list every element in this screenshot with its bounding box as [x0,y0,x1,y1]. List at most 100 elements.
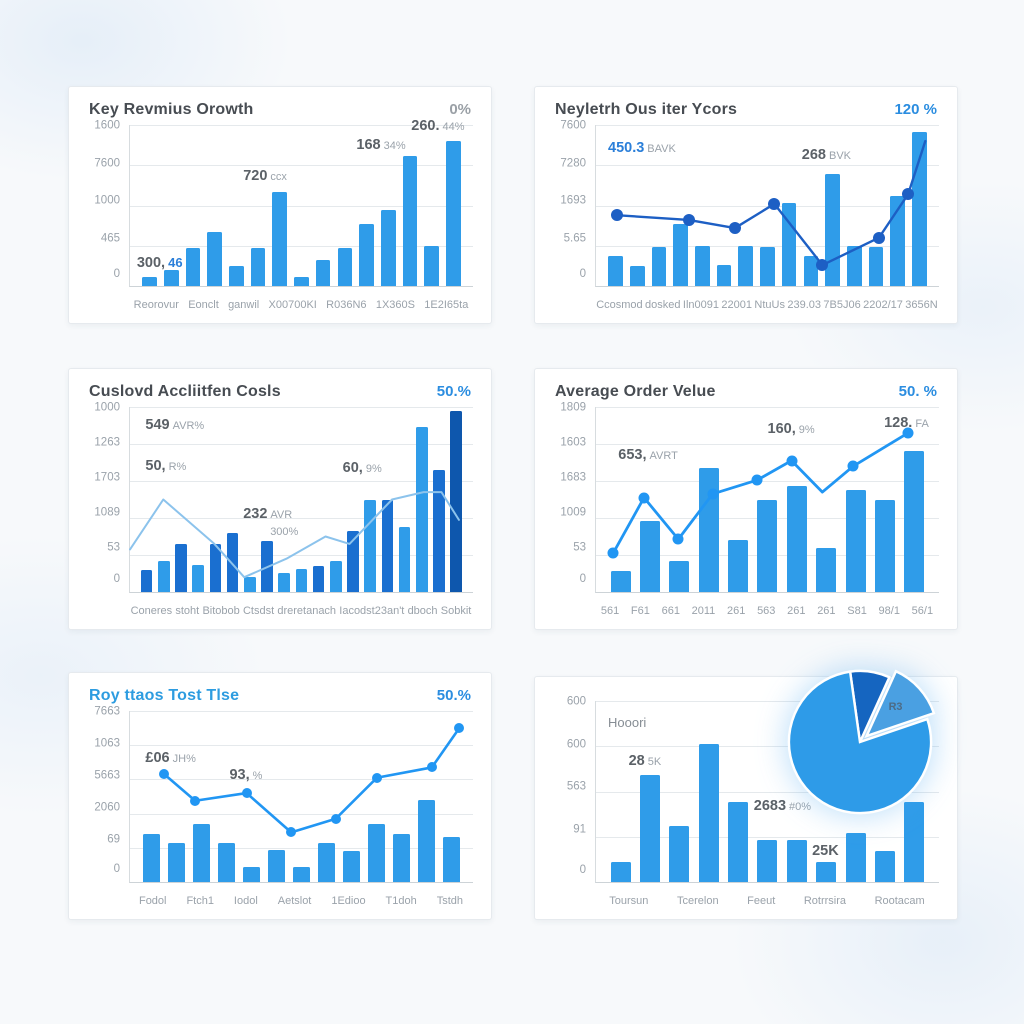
data-point-marker [371,772,382,783]
bar [295,568,308,592]
grid-line [596,481,939,482]
percent-badge: 50.% [436,687,471,704]
x-axis-label: dosked [645,299,681,311]
data-point-marker [786,455,797,467]
annotation-value: 28 [628,752,645,769]
data-point-marker [672,533,684,545]
grid-line [596,165,939,167]
bar [143,834,161,882]
x-axis-label: Reorovur [133,299,179,311]
bar [243,866,260,882]
bar [380,209,396,286]
x-axis-label: T1doh [385,895,417,907]
data-point-marker [902,427,914,439]
x-axis-label: Toursun [609,895,649,907]
annotation-value: 549 [145,417,170,434]
pie-slice-label: R3 [889,701,903,713]
y-axis-label: 0 [579,267,586,280]
annotation: 2683 #0% [754,797,811,815]
bar [669,825,690,882]
bar [757,840,778,882]
grid-line [596,701,939,702]
x-axis-label: Tstdh [436,895,463,907]
bar-group [135,711,468,882]
annotation: 653, AVRT [618,446,678,464]
bar [381,499,394,592]
bar [330,560,342,592]
bar [845,490,866,592]
x-axis-label: 98/1 [878,605,900,617]
plot-area: 653, AVRT 160, 9% 128. FA [595,407,939,593]
card-header: Average Order Velue 50. % [547,381,939,407]
data-point-marker [816,259,829,272]
chart-area: 1600 7600 1000 465 0 300, 46 720 ccx 168 34% 260. 44… [81,118,473,311]
bar [608,256,623,286]
bar [629,266,645,286]
y-axis-label: 1693 [560,194,586,207]
annotation-value: 25K [812,843,839,860]
bar [209,544,222,592]
x-axis: Ccosmod dosked Iln0091 22001 NtuUs 239.03 7B5J… [595,287,939,311]
bar [874,499,895,592]
x-axis-label: Feeut [747,895,776,907]
x-axis-label: Fodol [138,895,167,907]
annotation-suffix: 46 [168,254,183,270]
x-axis-label: 1E2I65ta [424,299,469,311]
annotation-suffix: R% [168,460,187,473]
annotation-suffix: AVR% [172,420,205,433]
bar [402,156,418,286]
annotation-suffix: JH% [172,752,196,765]
x-axis-label: Iodol [233,895,258,907]
x-axis-label: Aetslot [277,895,312,907]
y-axis-label: 1000 [94,194,120,207]
bar [229,265,244,286]
y-axis-label: 1683 [560,471,586,484]
data-point-marker [159,769,170,780]
bar-group [601,701,934,882]
annotation-value: £06 [145,749,170,766]
bar [226,532,239,592]
x-axis-label: 22001 [721,299,752,311]
annotation: £06 JH% [145,749,195,767]
x-axis-label: Rootacam [874,895,925,907]
card-header: Key Revmius Orowth 0% [81,99,473,125]
x-axis-label: 239.03 [787,299,821,311]
bar [424,245,439,286]
bar [168,842,186,882]
annotation-value: 50, [145,457,166,474]
grid-line [130,165,473,167]
y-axis-label: 563 [566,780,586,793]
chart-card-acquisition-costs: Cuslovd Accliitfen Cosls 50.% 1000 1263 17… [68,368,492,630]
x-axis-label: 661 [661,605,680,617]
x-axis-label: stoht [175,605,200,617]
grid-line [130,444,473,445]
bar [669,561,690,592]
chart-title: Neyletrh Ous iter Ycors [555,101,738,118]
annotation-suffix: 44% [442,120,465,133]
y-axis-label: 1703 [94,471,120,484]
y-axis-label: 7280 [560,157,586,170]
grid-line [130,481,473,482]
chart-title: Key Revmius Orowth [89,101,254,118]
x-axis: Toursun Tcerelon Feeut Rotrrsira Rootacam [595,883,939,907]
y-axis-label: 91 [573,823,586,836]
annotation-suffix: ccx [270,170,287,183]
x-axis-label: 563 [757,605,776,617]
data-point-marker [610,209,623,222]
x-axis-label: 261 [817,605,836,617]
bar [786,486,807,592]
x-axis-label: 261 [727,605,746,617]
annotation-value: 720 [243,167,268,184]
bar [651,247,667,286]
chart-card-sources-pie: 600 600 563 91 0 Hooori 28 5K 2683 #0% 25K Toursun T… [534,669,958,920]
annotation: 28 5K [629,752,662,770]
chart-card-load-test-time: Roy ttaos Tost Tlse 50.% 7663 1063 5663 206… [68,672,492,920]
bar [337,247,353,286]
y-axis-label: 1063 [94,737,120,750]
percent-badge: 120 % [894,101,937,118]
grid-line [130,125,473,126]
annotation-value: Hooori [608,714,647,730]
y-axis-label: 0 [579,573,586,586]
grid-line [130,205,473,207]
annotation: 450.3 BAVK [608,139,676,157]
